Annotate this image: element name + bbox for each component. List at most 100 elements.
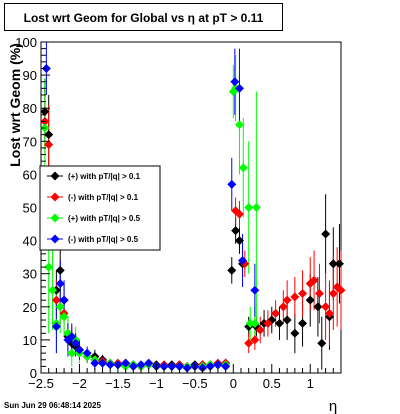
y-tick-label: 80 — [23, 101, 37, 116]
data-point — [230, 77, 240, 87]
data-point — [128, 361, 138, 371]
data-point — [321, 302, 331, 312]
y-tick-label: 100 — [15, 35, 37, 50]
data-point — [167, 361, 177, 371]
data-point — [59, 295, 69, 305]
data-point — [250, 285, 260, 295]
y-tick-label: 20 — [23, 300, 37, 315]
data-point — [234, 120, 244, 130]
data-point — [59, 312, 69, 322]
legend-box — [39, 165, 161, 251]
data-point — [71, 338, 81, 348]
data-point — [290, 292, 300, 302]
data-point — [55, 265, 65, 275]
data-point — [314, 289, 324, 299]
y-tick-label: 60 — [23, 167, 37, 182]
data-point — [40, 107, 50, 117]
data-point — [321, 229, 331, 239]
data-point — [317, 338, 327, 348]
data-point — [44, 262, 54, 272]
data-point — [328, 259, 338, 269]
data-point — [245, 318, 255, 328]
data-point — [205, 361, 215, 371]
data-point — [305, 295, 315, 305]
legend-label: (+) with pT/|q| > 0.5 — [68, 214, 141, 223]
x-axis-label: η — [329, 398, 337, 414]
data-point — [271, 308, 281, 318]
x-tick-label: 0.5 — [263, 376, 281, 391]
data-point — [250, 318, 260, 328]
legend-marker — [50, 171, 60, 181]
y-tick-label: 0 — [30, 366, 37, 381]
data-point — [74, 345, 84, 355]
data-point — [313, 302, 323, 312]
data-point — [55, 279, 65, 289]
legend: (+) with pT/|q| > 0.1 (-) with pT/|q| > 0… — [39, 165, 161, 251]
data-point — [41, 63, 51, 73]
data-point — [309, 275, 319, 285]
y-tick-label: 70 — [23, 134, 37, 149]
data-point — [67, 332, 77, 342]
data-point — [44, 140, 54, 150]
legend-label: (-) with pT/|q| > 0.1 — [68, 193, 139, 202]
y-tick-label: 30 — [23, 267, 37, 282]
legend-label: (-) with pT/|q| > 0.5 — [68, 235, 139, 244]
legend-marker — [50, 234, 60, 244]
data-point — [221, 361, 231, 371]
data-point — [144, 358, 154, 368]
data-point — [251, 203, 261, 212]
data-point — [282, 315, 292, 325]
x-tick-label: −1 — [149, 376, 164, 391]
legend-marker — [50, 192, 60, 202]
data-point — [159, 361, 169, 371]
y-axis-label: Lost wrt Geom (%) — [7, 43, 23, 167]
data-point — [238, 163, 248, 173]
y-tick-label: 50 — [23, 201, 37, 216]
x-axis: −2.5 −2 −1.5 −1 −0.5 0 0.5 1 — [28, 364, 342, 391]
data-point — [238, 255, 248, 265]
data-point — [336, 285, 346, 295]
data-point — [244, 338, 254, 348]
x-tick-label: 0 — [230, 376, 237, 391]
data-point — [105, 360, 115, 370]
y-tick-label: 40 — [23, 234, 37, 249]
data-point — [136, 360, 146, 370]
data-point — [51, 322, 61, 332]
data-point — [278, 302, 288, 312]
data-point — [231, 226, 241, 236]
data-point — [250, 335, 260, 345]
data-point — [48, 285, 58, 295]
data-point — [282, 295, 292, 305]
data-point — [255, 325, 265, 335]
data-point — [298, 318, 308, 328]
data-point — [227, 179, 237, 189]
x-tick-label: −0.5 — [182, 376, 208, 391]
data-point — [324, 308, 334, 318]
data-point — [298, 289, 308, 299]
data-point — [234, 209, 244, 219]
x-tick-label: −1.5 — [105, 376, 131, 391]
data-point — [90, 358, 100, 368]
data-point — [67, 348, 77, 358]
data-point — [51, 295, 61, 305]
chart-title: Lost wrt Geom for Global vs η at pT > 0.… — [4, 3, 283, 31]
data-point — [98, 358, 108, 368]
data-point — [274, 318, 284, 328]
legend-label: (+) with pT/|q| > 0.1 — [68, 172, 141, 181]
data-point — [244, 203, 254, 212]
data-point — [290, 328, 300, 338]
data-point — [334, 259, 344, 269]
x-tick-label: −2 — [72, 376, 87, 391]
data-point — [213, 360, 223, 370]
data-point — [227, 265, 237, 275]
y-tick-label: 90 — [23, 68, 37, 83]
data-point — [328, 289, 338, 299]
x-tick-label: 1 — [307, 376, 314, 391]
x-tick-label: −2.5 — [28, 376, 54, 391]
y-tick-label: 10 — [23, 333, 37, 348]
legend-marker — [50, 213, 60, 223]
data-point — [44, 130, 54, 140]
data-point — [121, 358, 131, 368]
data-point — [234, 83, 244, 93]
data-point — [263, 318, 273, 328]
